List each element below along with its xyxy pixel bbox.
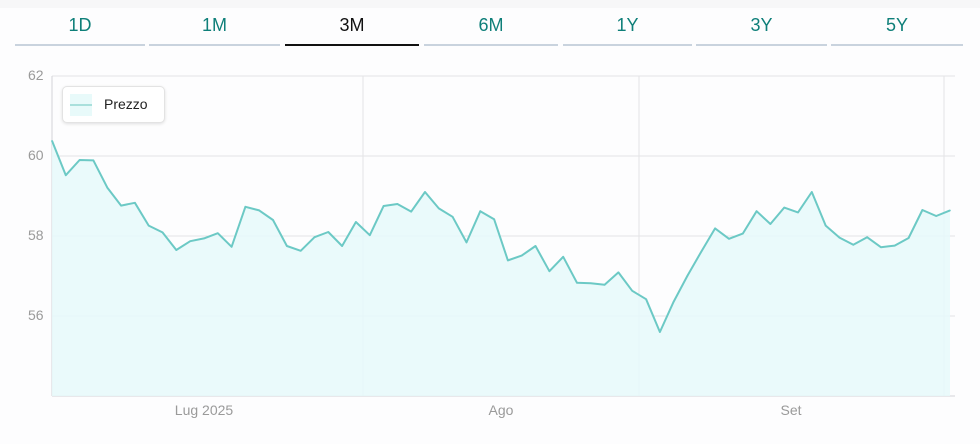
tab-1d[interactable]: 1D [15, 10, 145, 46]
data-point [866, 236, 868, 238]
data-point [424, 191, 426, 193]
data-point [120, 204, 122, 207]
data-point [299, 250, 302, 252]
data-point [203, 237, 205, 240]
data-point [92, 159, 95, 162]
data-point [741, 232, 744, 235]
x-tick-label: Set [780, 402, 802, 418]
legend-swatch-icon [70, 94, 92, 116]
data-point [755, 210, 758, 212]
x-tick-label: Lug 2025 [174, 402, 234, 418]
period-tabs: 1D 1M 3M 6M 1Y 3Y 5Y [15, 10, 963, 46]
data-point [603, 284, 606, 286]
tab-3y[interactable]: 3Y [696, 10, 827, 46]
data-point [341, 245, 343, 247]
data-point [617, 271, 620, 274]
x-tick-label: Ago [488, 402, 514, 418]
data-point [590, 282, 592, 285]
data-point [880, 246, 882, 248]
data-point [465, 241, 468, 244]
data-point [175, 249, 178, 251]
data-point [534, 245, 537, 247]
data-point [78, 159, 81, 161]
data-point [493, 218, 495, 220]
data-point [396, 203, 399, 205]
tab-1m[interactable]: 1M [149, 10, 280, 46]
data-point [368, 234, 371, 236]
data-point [65, 174, 67, 176]
data-point [893, 244, 896, 247]
tab-5y[interactable]: 5Y [831, 10, 963, 46]
data-point [728, 238, 730, 240]
data-point [106, 186, 109, 189]
data-point [272, 219, 274, 221]
data-point [451, 216, 454, 218]
data-point [811, 191, 813, 193]
data-point [949, 209, 951, 212]
data-point [147, 224, 150, 227]
data-point [700, 250, 703, 253]
data-point [327, 231, 330, 233]
data-point [230, 246, 233, 248]
data-point [838, 236, 841, 239]
data-point [686, 274, 689, 277]
price-line [51, 140, 951, 333]
data-point [438, 207, 440, 210]
data-point [852, 244, 855, 246]
data-point [355, 221, 357, 223]
price-area [52, 140, 950, 396]
tab-3m[interactable]: 3M [285, 10, 419, 46]
data-point [921, 209, 924, 211]
data-point [189, 240, 191, 242]
tab-6m[interactable]: 6M [424, 10, 558, 46]
data-point [797, 211, 799, 214]
data-point [244, 206, 247, 208]
legend-label: Prezzo [104, 96, 148, 112]
data-point [134, 202, 136, 204]
y-tick-label: 58 [28, 227, 44, 243]
data-point [672, 300, 675, 303]
data-point [520, 254, 523, 257]
data-point [382, 205, 385, 207]
data-point [659, 331, 661, 333]
y-tick-label: 56 [28, 307, 44, 323]
data-point [479, 210, 482, 212]
y-tick-label: 62 [28, 67, 44, 83]
data-point [258, 209, 261, 212]
tab-1y[interactable]: 1Y [563, 10, 692, 46]
data-point [631, 290, 634, 292]
data-point [907, 237, 910, 239]
data-point [714, 227, 716, 230]
data-point [783, 206, 786, 209]
data-point [548, 270, 551, 273]
data-point [51, 140, 53, 142]
data-point [410, 210, 413, 213]
data-point [507, 259, 509, 262]
data-point [313, 236, 316, 238]
data-point [769, 223, 772, 225]
data-point [286, 245, 288, 247]
y-tick-label: 60 [28, 147, 44, 163]
legend[interactable]: Prezzo [62, 86, 165, 123]
data-point [562, 255, 564, 258]
data-point [935, 215, 937, 217]
data-point [576, 282, 578, 284]
data-point [824, 224, 827, 227]
data-point [161, 231, 164, 234]
data-point [216, 232, 219, 234]
data-point [645, 298, 647, 301]
